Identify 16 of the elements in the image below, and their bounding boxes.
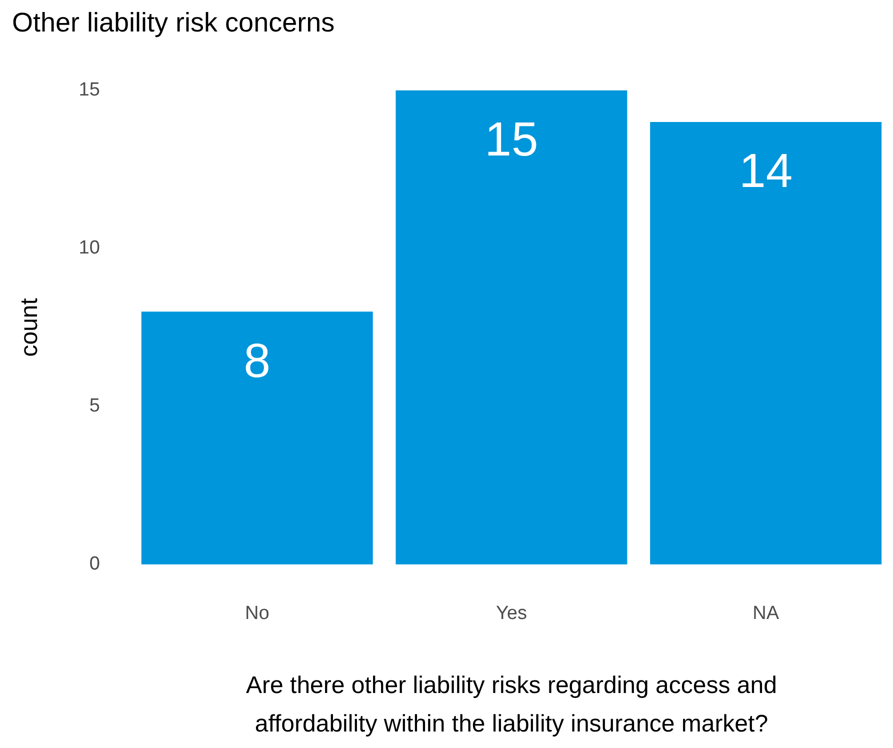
- x-tick-label: Yes: [496, 603, 527, 624]
- y-axis-title: count: [16, 298, 44, 357]
- bar: [141, 312, 373, 564]
- data-label: 8: [244, 334, 270, 388]
- x-axis-title: Are there other liability risks regarding access and affordability within the liability insurance market?: [246, 672, 777, 738]
- x-tick-label: No: [244, 603, 270, 624]
- y-tick-label: 15: [78, 80, 100, 101]
- data-label: 15: [484, 114, 538, 167]
- bar: [650, 122, 882, 564]
- x-tick-label: NA: [752, 603, 780, 624]
- y-tick-label: 0: [89, 554, 100, 575]
- y-tick-label: 10: [78, 238, 100, 259]
- bar: [396, 90, 628, 564]
- y-tick-label: 5: [89, 396, 100, 417]
- chart-title: Other liability risk concerns: [12, 8, 335, 38]
- data-label: 14: [739, 145, 793, 198]
